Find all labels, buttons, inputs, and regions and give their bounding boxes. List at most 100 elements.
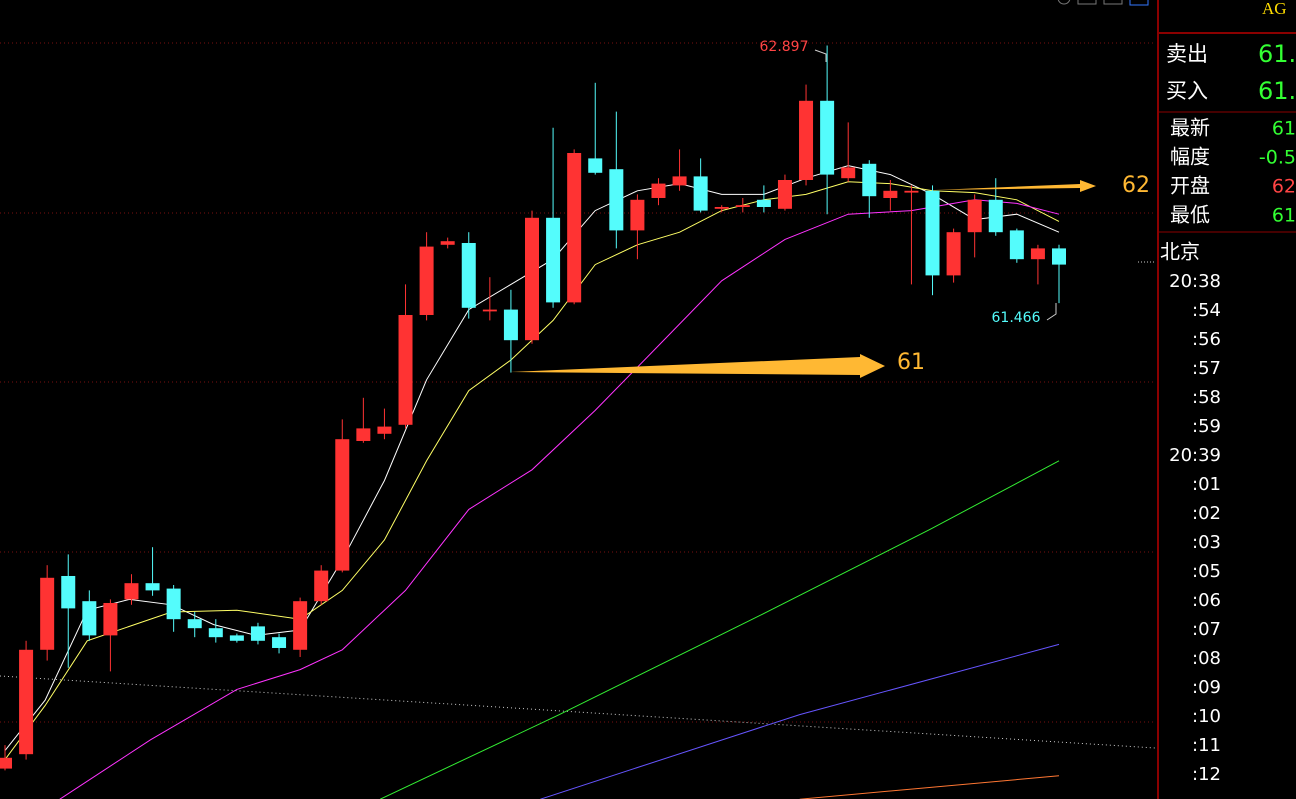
toolbar <box>1057 0 1149 6</box>
candle-body <box>250 626 265 641</box>
stat-value: -0.5 <box>1259 147 1296 169</box>
quote-value: 61.6 <box>1258 77 1296 105</box>
candle-body <box>229 635 244 641</box>
candle-body <box>1009 230 1024 260</box>
time-label: :57 <box>1192 358 1221 379</box>
annotation: 62.897 <box>760 39 809 55</box>
candle-body <box>356 428 371 441</box>
candle-body <box>588 158 603 173</box>
candle-body <box>82 601 97 636</box>
candle-body <box>461 242 476 308</box>
time-label: :05 <box>1192 561 1221 582</box>
annotation: 61.466 <box>992 310 1041 326</box>
time-label: :10 <box>1192 706 1221 727</box>
ma-line <box>540 643 1060 799</box>
candle-body <box>503 309 518 341</box>
tool-icon[interactable] <box>1103 0 1123 5</box>
candle-body <box>166 588 181 620</box>
time-label: :03 <box>1192 532 1221 553</box>
candle-body <box>398 314 413 425</box>
time-label: :56 <box>1192 329 1221 350</box>
stat-value: 61 <box>1272 205 1296 227</box>
tool-icon[interactable] <box>1077 0 1097 5</box>
candle-body <box>756 199 771 207</box>
candle-body <box>988 199 1003 233</box>
pointer <box>1046 303 1057 321</box>
candle-body <box>925 190 940 276</box>
candle-body <box>1052 248 1066 265</box>
trend-line <box>0 675 1156 749</box>
candle-body <box>19 649 34 755</box>
candle-body <box>40 577 55 650</box>
candle-body <box>820 100 835 175</box>
quote-label: 卖出 <box>1166 42 1208 66</box>
candle-body <box>525 217 539 341</box>
time-label: :06 <box>1192 590 1221 611</box>
pointer <box>814 49 827 62</box>
candle-body <box>946 232 961 276</box>
grid <box>0 42 1155 723</box>
ma-line <box>379 460 1060 799</box>
zoom-icon[interactable] <box>1057 0 1071 5</box>
candle-body <box>314 570 329 602</box>
candle-body <box>862 163 877 197</box>
candle-body <box>777 179 792 209</box>
stat-label: 最低 <box>1170 203 1210 227</box>
candle-body <box>714 206 729 209</box>
candle-body <box>335 439 350 571</box>
ma-line <box>799 775 1060 799</box>
tool-icon[interactable] <box>1129 0 1149 6</box>
candle-body <box>293 601 308 650</box>
candle-body <box>419 246 434 315</box>
candle-body <box>904 190 919 193</box>
candle-body <box>208 628 223 638</box>
candle-body <box>841 167 856 179</box>
candle-body <box>693 176 708 211</box>
stat-label: 开盘 <box>1170 174 1210 198</box>
candle-body <box>799 100 814 180</box>
candle-body <box>1030 248 1045 260</box>
candle-body <box>145 583 160 591</box>
time-label: :09 <box>1192 677 1221 698</box>
candle-body <box>735 205 750 207</box>
candle-body <box>567 152 582 303</box>
candle-body <box>103 602 118 636</box>
quote-value: 61.7 <box>1258 40 1296 68</box>
candle-body <box>651 183 666 198</box>
candle-body <box>546 217 561 303</box>
candle-body <box>440 241 455 245</box>
candle-body <box>672 176 687 186</box>
time-label: :02 <box>1192 503 1221 524</box>
time-label: :07 <box>1192 619 1221 640</box>
symbol: AG <box>1262 0 1287 18</box>
time-label: :08 <box>1192 648 1221 669</box>
time-label: :11 <box>1192 735 1221 756</box>
annotation: 61 <box>897 350 925 375</box>
time-label: :01 <box>1192 474 1221 495</box>
time-label: :12 <box>1192 764 1221 785</box>
candle-body <box>124 583 139 600</box>
city: 北京 <box>1160 240 1200 264</box>
candle-body <box>377 426 392 434</box>
candle-body <box>0 757 12 769</box>
annotation: 62 <box>1122 173 1150 198</box>
time-label: 20:38 <box>1169 271 1221 292</box>
time-label: :58 <box>1192 387 1221 408</box>
candle-body <box>482 309 497 312</box>
side-panel: AG 北京 卖出 61.7 买入 61.6 最新 61 幅度 -0.5 开盘 62 最低 61 20:3… <box>1157 0 1296 799</box>
candle-body <box>187 619 202 629</box>
candle-body <box>630 199 645 231</box>
candle-body <box>967 199 982 233</box>
candle-body <box>883 190 898 198</box>
candle-body <box>609 169 624 231</box>
candle-body <box>272 637 287 648</box>
stat-label: 最新 <box>1170 116 1210 140</box>
arrow <box>510 354 885 378</box>
time-label: :59 <box>1192 416 1221 437</box>
quote-label: 买入 <box>1166 79 1208 103</box>
time-label: :54 <box>1192 300 1221 321</box>
stat-value: 62 <box>1272 176 1296 198</box>
time-label: 20:39 <box>1169 445 1221 466</box>
stat-label: 幅度 <box>1170 145 1210 169</box>
